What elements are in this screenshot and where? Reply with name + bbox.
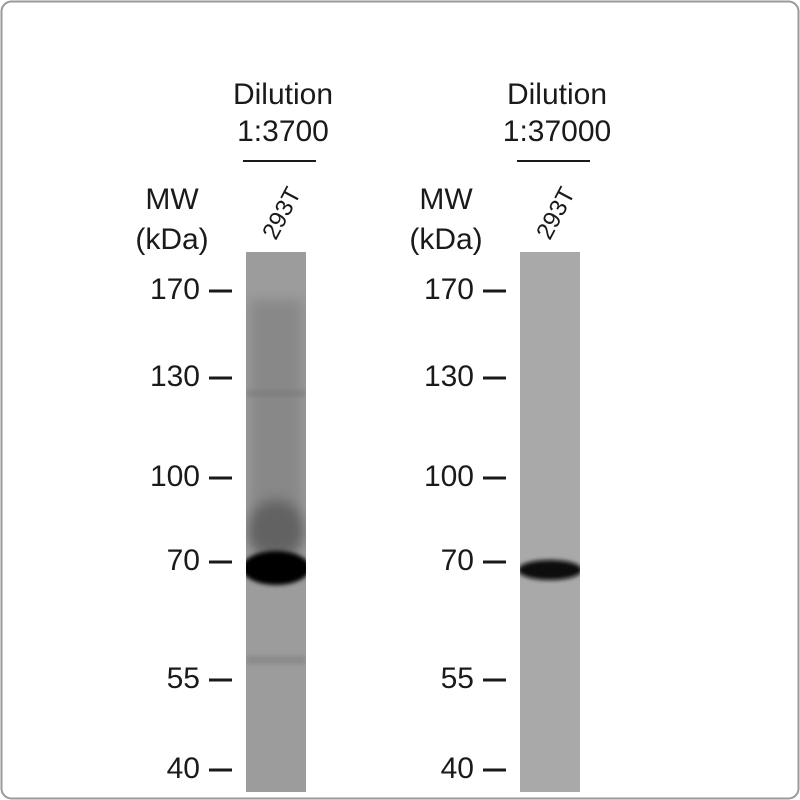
lane-background — [520, 252, 580, 792]
dilution-ratio: 1:3700 — [237, 115, 329, 148]
mw-label: MW — [419, 183, 473, 216]
faint-band — [246, 656, 306, 664]
smear — [248, 500, 304, 560]
marker-label: 40 — [167, 752, 200, 785]
marker-label: 130 — [150, 360, 200, 393]
mw-unit: (kDa) — [135, 223, 208, 256]
marker-label: 170 — [424, 273, 474, 306]
mw-unit: (kDa) — [409, 223, 482, 256]
dilution-title: Dilution — [233, 78, 333, 111]
band — [246, 551, 306, 585]
lane — [520, 252, 580, 792]
marker-label: 55 — [167, 662, 200, 695]
dilution-title: Dilution — [507, 78, 607, 111]
marker-label: 55 — [441, 662, 474, 695]
faint-band — [246, 390, 306, 396]
band — [520, 560, 580, 580]
lane — [246, 252, 306, 792]
marker-label: 70 — [167, 544, 200, 577]
dilution-ratio: 1:37000 — [503, 115, 611, 148]
mw-label: MW — [145, 183, 199, 216]
marker-label: 40 — [441, 752, 474, 785]
marker-label: 100 — [424, 460, 474, 493]
marker-label: 170 — [150, 273, 200, 306]
marker-label: 130 — [424, 360, 474, 393]
marker-label: 70 — [441, 544, 474, 577]
marker-label: 100 — [150, 460, 200, 493]
